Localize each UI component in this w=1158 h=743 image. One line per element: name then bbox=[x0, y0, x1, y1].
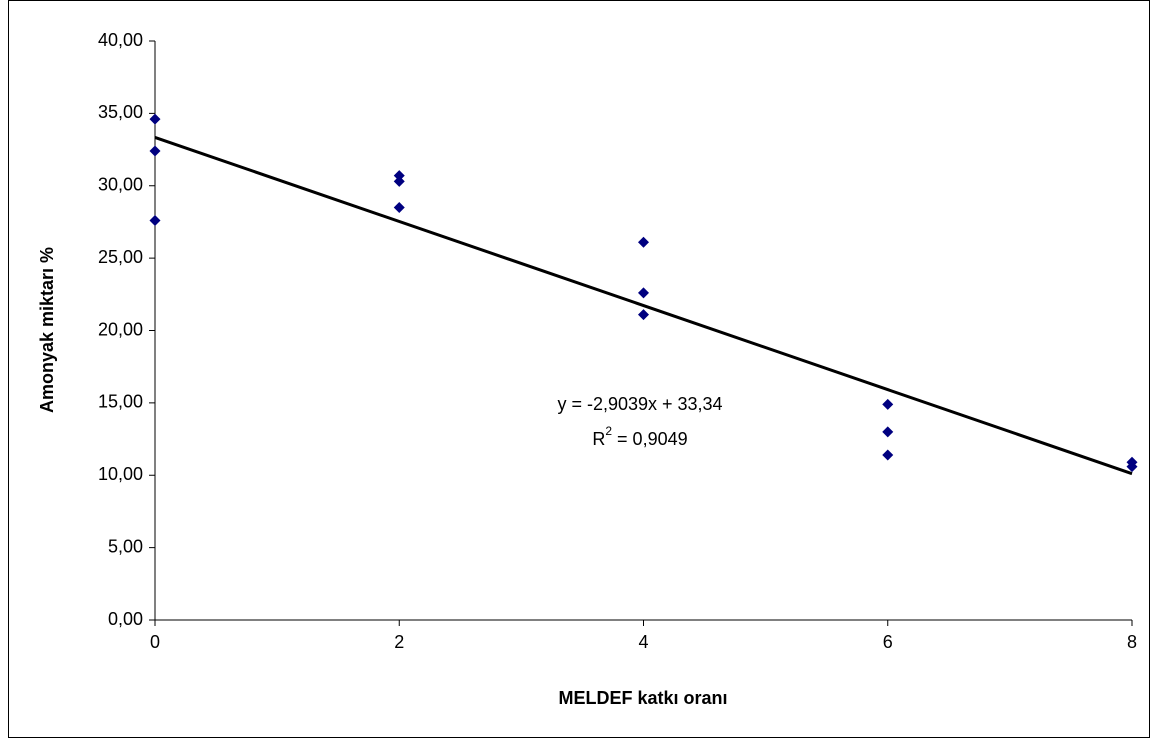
trendline bbox=[154, 135, 1133, 476]
x-tick-label: 0 bbox=[150, 632, 160, 652]
data-point bbox=[149, 113, 161, 125]
x-tick-label: 6 bbox=[883, 632, 893, 652]
y-tick-label: 25,00 bbox=[98, 247, 143, 267]
y-tick-label: 5,00 bbox=[108, 536, 143, 556]
x-tick-label: 2 bbox=[394, 632, 404, 652]
x-tick-label: 4 bbox=[638, 632, 648, 652]
data-point bbox=[393, 175, 405, 187]
r2-exponent: 2 bbox=[605, 424, 612, 438]
r2-value: = 0,9049 bbox=[612, 429, 688, 449]
y-tick-label: 30,00 bbox=[98, 175, 143, 195]
data-point bbox=[149, 145, 161, 157]
y-tick-label: 20,00 bbox=[98, 319, 143, 339]
y-tick-label: 10,00 bbox=[98, 464, 143, 484]
trend-equation: y = -2,9039x + 33,34 bbox=[557, 394, 722, 414]
data-point bbox=[638, 236, 649, 248]
y-axis-title: Amonyak miktarı % bbox=[37, 247, 57, 413]
data-point bbox=[882, 426, 894, 438]
data-point bbox=[638, 309, 649, 321]
data-point bbox=[1126, 461, 1138, 473]
chart-frame bbox=[8, 0, 1150, 738]
data-point bbox=[882, 449, 894, 461]
data-point bbox=[149, 214, 161, 226]
data-point bbox=[393, 170, 405, 182]
x-tick-label: 8 bbox=[1127, 632, 1137, 652]
data-point bbox=[393, 201, 405, 213]
data-point bbox=[638, 287, 649, 299]
y-tick-label: 0,00 bbox=[108, 609, 143, 629]
y-tick-label: 15,00 bbox=[98, 392, 143, 412]
r-squared: R2 = 0,9049 bbox=[592, 424, 687, 449]
x-axis-title: MELDEF katkı oranı bbox=[558, 688, 727, 708]
data-point bbox=[882, 398, 894, 410]
y-tick-label: 40,00 bbox=[98, 30, 143, 50]
r2-symbol: R bbox=[592, 429, 605, 449]
y-tick-label: 35,00 bbox=[98, 102, 143, 122]
